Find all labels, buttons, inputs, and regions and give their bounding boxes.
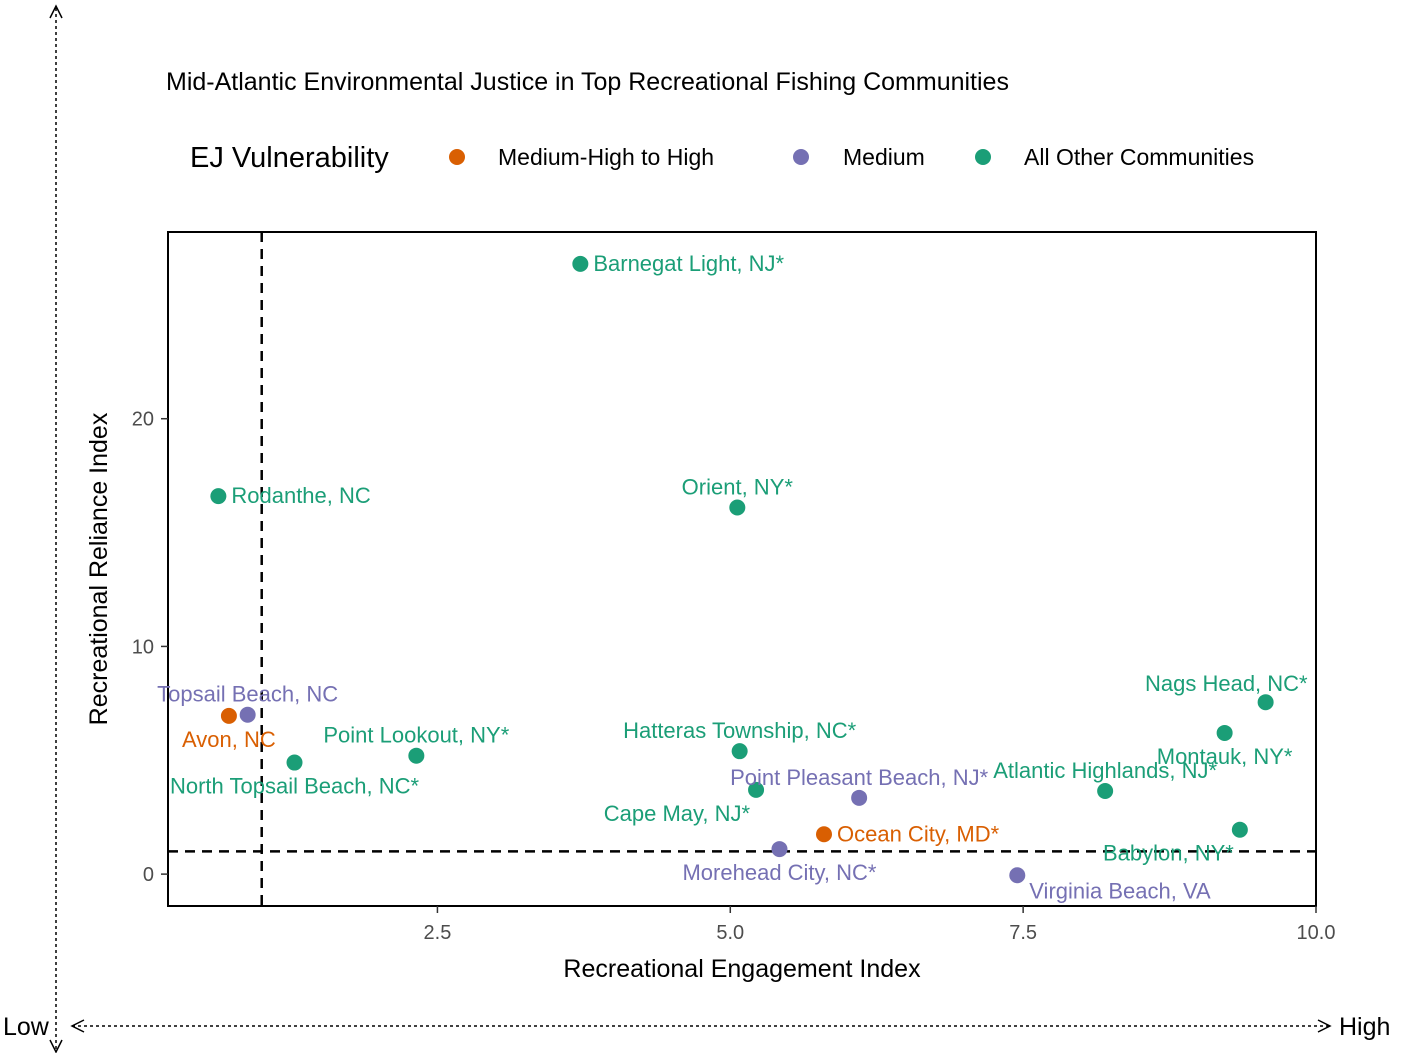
data-points: Barnegat Light, NJ* Rodanthe, NC Orient, N… (157, 251, 1308, 903)
data-point (286, 754, 303, 771)
up-arrowhead (49, 4, 63, 19)
outer-arrows: Low High (3, 4, 1390, 1053)
data-point (1257, 694, 1274, 711)
y-tick-label: 10 (132, 636, 154, 658)
point-label: Ocean City, MD* (837, 821, 1000, 846)
data-point (731, 743, 748, 760)
legend-title: EJ Vulnerability (190, 142, 389, 174)
point-label: Point Lookout, NY* (323, 723, 509, 748)
legend-key-medium-high (449, 149, 465, 165)
legend-key-all-other (975, 149, 991, 165)
data-point (851, 789, 868, 806)
legend-label-medium: Medium (843, 144, 925, 170)
down-arrowhead (49, 1039, 63, 1053)
data-point (1009, 867, 1026, 884)
legend-label-medium-high: Medium-High to High (498, 144, 714, 170)
point-label: Rodanthe, NC (231, 483, 371, 508)
data-point (1097, 783, 1114, 800)
y-axis-ticks: 0 10 20 (132, 409, 168, 886)
point-label: Nags Head, NC* (1145, 671, 1308, 696)
data-point (210, 488, 227, 505)
x-axis-ticks: 2.5 5.0 7.5 10.0 (424, 906, 1336, 944)
reference-lines (168, 232, 1316, 906)
x-tick-label: 2.5 (424, 922, 452, 944)
point-label: Topsail Beach, NC (157, 682, 338, 707)
point-label: Babylon, NY* (1103, 841, 1234, 866)
data-point (729, 499, 746, 516)
x-tick-label: 7.5 (1009, 922, 1037, 944)
point-label: Montauk, NY* (1157, 744, 1293, 769)
legend-key-medium (793, 149, 809, 165)
point-label: Avon, NC (182, 727, 276, 752)
point-label: Hatteras Township, NC* (623, 718, 857, 743)
right-arrowhead (1317, 1019, 1332, 1033)
legend: EJ Vulnerability Medium-High to High Med… (190, 142, 1254, 174)
point-label: Barnegat Light, NJ* (593, 251, 784, 276)
x-axis-title: Recreational Engagement Index (563, 955, 921, 983)
data-point (816, 826, 832, 843)
legend-label-all-other: All Other Communities (1024, 144, 1254, 170)
y-tick-label: 0 (143, 864, 154, 886)
point-label: Morehead City, NC* (682, 860, 876, 885)
data-point (408, 747, 425, 764)
point-label: Cape May, NJ* (604, 801, 751, 826)
point-label: Atlantic Highlands, NJ* (993, 758, 1217, 783)
point-label: Virginia Beach, VA (1029, 878, 1211, 903)
x-tick-label: 10.0 (1297, 922, 1336, 944)
left-arrowhead (70, 1019, 85, 1033)
data-point (220, 707, 237, 724)
plot-panel (167, 231, 1317, 907)
point-label: North Topsail Beach, NC* (170, 774, 419, 799)
data-point (572, 255, 589, 272)
point-label: Orient, NY* (682, 475, 794, 500)
data-point (239, 706, 256, 723)
data-point (748, 781, 765, 798)
y-axis-title: Recreational Reliance Index (85, 412, 113, 725)
point-label: Point Pleasant Beach, NJ* (730, 765, 988, 790)
low-label: Low (3, 1013, 50, 1041)
data-point (1231, 821, 1248, 838)
x-tick-label: 5.0 (716, 922, 744, 944)
data-point (1216, 724, 1233, 741)
chart-title: Mid-Atlantic Environmental Justice in To… (166, 68, 1009, 96)
high-label: High (1339, 1013, 1390, 1041)
y-tick-label: 20 (132, 409, 154, 431)
data-point (771, 841, 788, 858)
